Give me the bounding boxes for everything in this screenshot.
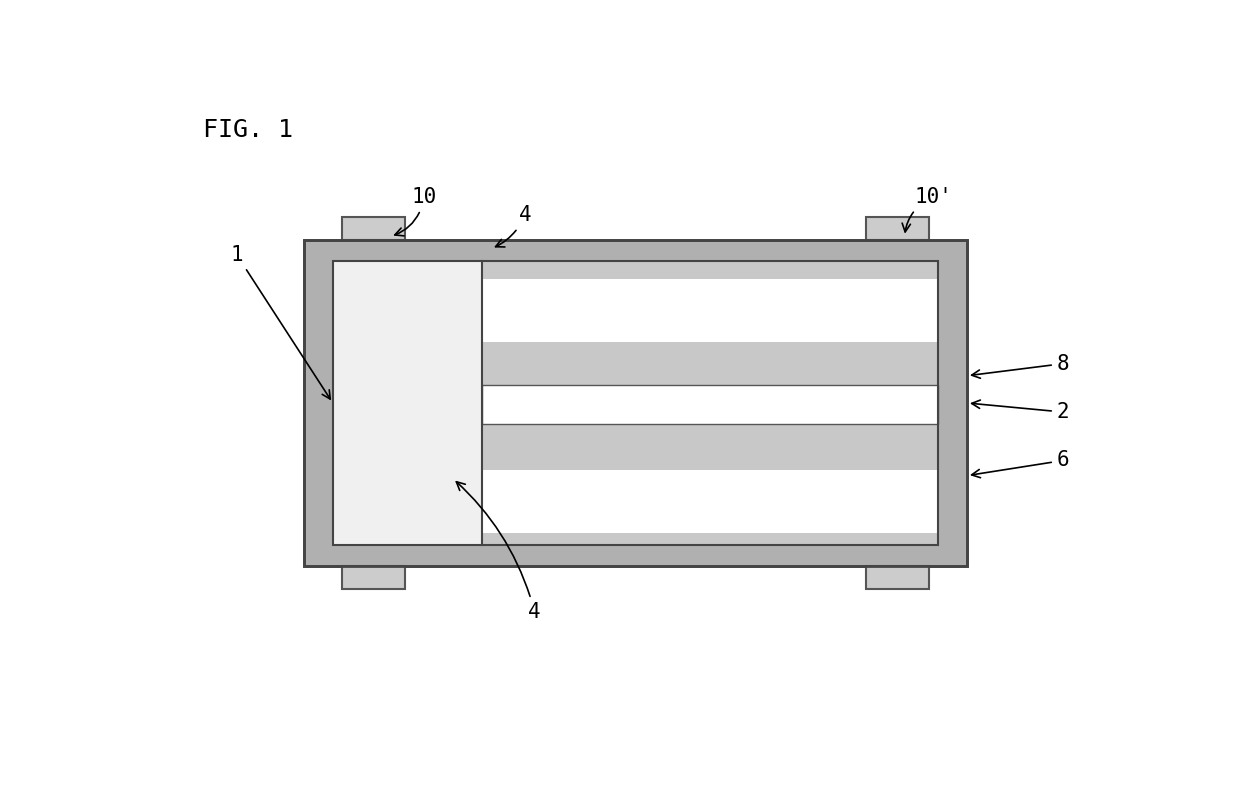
Bar (304, 240, 967, 567)
Bar (481, 279, 939, 343)
Bar (481, 261, 939, 545)
Text: 6: 6 (972, 450, 1069, 478)
Text: 4: 4 (496, 205, 531, 247)
Bar (342, 567, 404, 590)
Text: 4: 4 (456, 482, 541, 622)
Text: 10': 10' (903, 187, 952, 232)
Bar (481, 385, 939, 424)
Text: FIG. 1: FIG. 1 (203, 118, 293, 141)
Text: 10: 10 (394, 187, 436, 236)
Bar (332, 261, 481, 545)
Text: 1: 1 (231, 244, 330, 399)
Bar (866, 567, 929, 590)
Bar (481, 469, 939, 533)
Bar (332, 261, 939, 545)
Text: 8: 8 (972, 354, 1069, 378)
Bar (866, 217, 929, 240)
Text: 2: 2 (972, 400, 1069, 422)
Bar (304, 240, 967, 567)
Bar (332, 261, 939, 545)
Bar (342, 217, 404, 240)
